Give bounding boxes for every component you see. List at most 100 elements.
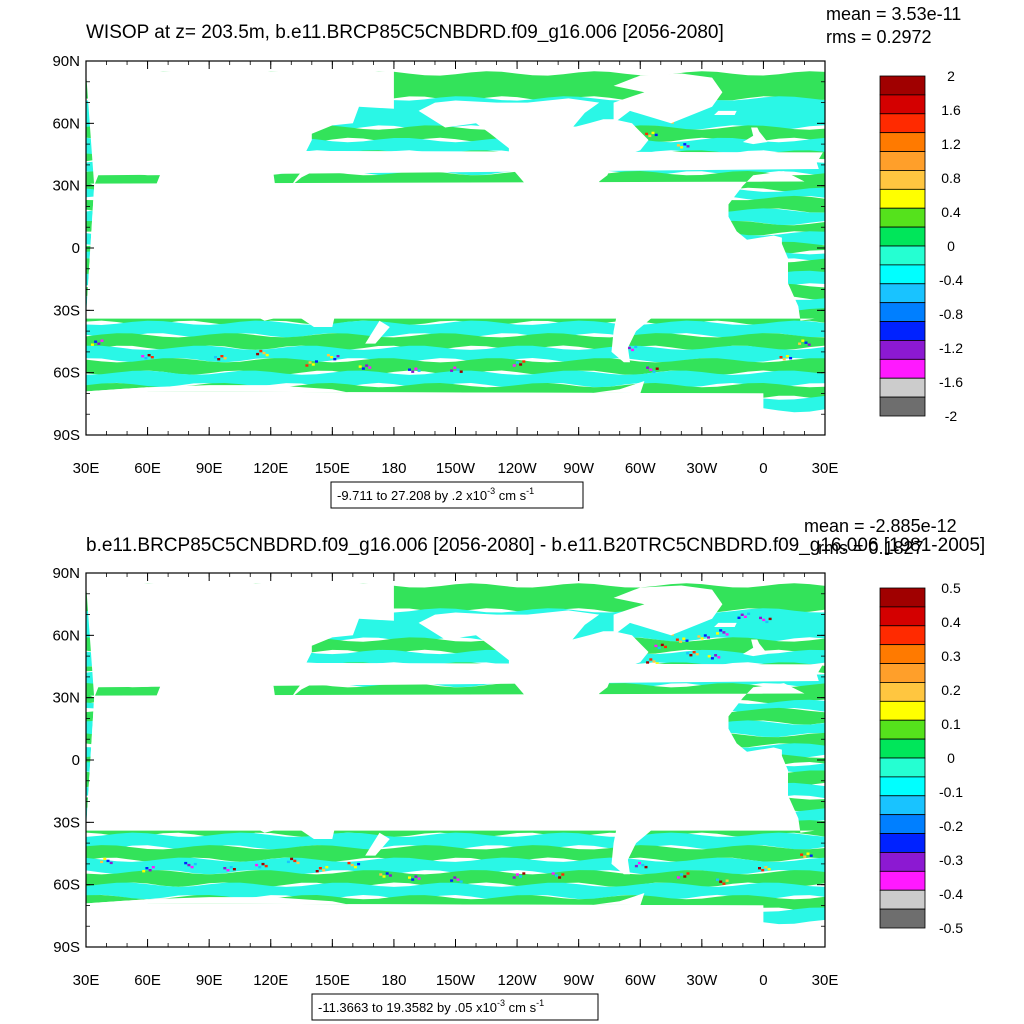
colorbar-swatch bbox=[879, 852, 926, 872]
land-polygon bbox=[365, 320, 390, 344]
land-polygon bbox=[260, 780, 339, 839]
anomaly-cell bbox=[322, 869, 326, 872]
anomaly-cell bbox=[807, 343, 811, 346]
anomaly-cell bbox=[456, 878, 460, 881]
lon-tick-label: 90E bbox=[196, 972, 223, 989]
lat-tick-label: 90N bbox=[52, 53, 80, 70]
anomaly-cell bbox=[522, 360, 526, 363]
colorbar-label: 1.2 bbox=[941, 136, 961, 152]
units-unit: cm s bbox=[505, 1000, 537, 1015]
anomaly-cell bbox=[459, 370, 463, 373]
colorbar-label: -2 bbox=[945, 408, 958, 424]
land-polygon bbox=[613, 73, 723, 124]
colorbar-swatch bbox=[879, 377, 926, 398]
anomaly-cell bbox=[686, 652, 690, 655]
anomaly-cell bbox=[664, 645, 667, 649]
anomaly-cell bbox=[649, 368, 653, 371]
land-polygon bbox=[86, 899, 148, 947]
anomaly-cell bbox=[512, 876, 516, 879]
anomaly-cell bbox=[700, 637, 704, 640]
land-polygon bbox=[248, 233, 269, 257]
ocean-band bbox=[86, 845, 825, 862]
anomaly-cell bbox=[675, 638, 679, 641]
land-polygon bbox=[260, 268, 339, 327]
colorbar-swatch bbox=[879, 587, 926, 608]
colorbar-label: 0.4 bbox=[941, 614, 961, 630]
anomaly-cell bbox=[293, 859, 297, 863]
land-polygon bbox=[613, 585, 723, 636]
units-unit: cm s bbox=[495, 488, 527, 503]
anomaly-cell bbox=[450, 369, 454, 372]
lat-tick-label: 30S bbox=[53, 302, 80, 319]
colorbar-swatch bbox=[879, 719, 926, 740]
anomaly-cell bbox=[768, 617, 772, 621]
colorbar-swatch bbox=[879, 833, 926, 853]
colorbar-swatch bbox=[879, 302, 926, 322]
lon-tick-label: 30E bbox=[73, 972, 100, 989]
anomaly-cell bbox=[109, 861, 113, 865]
units-exponent: -3 bbox=[487, 486, 495, 496]
anomaly-cell bbox=[453, 876, 457, 879]
anomaly-cell bbox=[515, 361, 519, 364]
anomaly-cell bbox=[765, 620, 769, 624]
lon-tick-label: 30E bbox=[812, 972, 839, 989]
colorbar-label: -0.8 bbox=[939, 306, 963, 322]
anomaly-cell bbox=[764, 866, 768, 869]
land-polygon bbox=[742, 639, 768, 657]
land-polygon bbox=[86, 71, 823, 246]
anomaly-cell bbox=[761, 869, 765, 872]
anomaly-cell bbox=[651, 131, 655, 135]
colorbar-swatch bbox=[879, 340, 926, 360]
map-panel-bottom: b.e11.BRCP85C5CNBDRD.f09_g16.006 [2056-2… bbox=[0, 512, 1024, 1024]
colorbar-label: 0 bbox=[947, 750, 955, 766]
anomaly-cell bbox=[800, 853, 804, 856]
lon-tick-label: 150W bbox=[436, 972, 476, 989]
anomaly-cell bbox=[382, 875, 386, 878]
colorbar-swatch bbox=[879, 644, 926, 664]
land-polygon bbox=[291, 156, 323, 186]
lon-tick-label: 120E bbox=[253, 972, 288, 989]
anomaly-cell bbox=[353, 865, 357, 869]
anomaly-cell bbox=[417, 877, 421, 880]
anomaly-cell bbox=[697, 635, 701, 638]
colorbar-label: 1.6 bbox=[941, 102, 961, 118]
lon-tick-label: 180 bbox=[381, 460, 406, 477]
anomaly-cell bbox=[411, 878, 415, 881]
lon-tick-label: 0 bbox=[759, 460, 767, 477]
anomaly-cell bbox=[660, 643, 664, 647]
land-polygon bbox=[418, 610, 649, 744]
colorbar-label: -0.3 bbox=[939, 852, 963, 868]
land-polygon bbox=[219, 237, 242, 261]
lon-tick-label: 150E bbox=[315, 460, 350, 477]
anomaly-cell bbox=[308, 361, 312, 364]
anomaly-cell bbox=[782, 358, 786, 361]
lon-tick-label: 60W bbox=[625, 972, 657, 989]
colorbar-label: -0.5 bbox=[939, 920, 963, 936]
ocean-band bbox=[86, 370, 825, 388]
ocean-band bbox=[86, 320, 825, 338]
anomaly-cell bbox=[414, 367, 418, 370]
land-polygon bbox=[597, 737, 692, 875]
anomaly-cell bbox=[459, 880, 463, 883]
anomaly-cell bbox=[515, 873, 519, 876]
colorbar-label: -1.6 bbox=[939, 374, 963, 390]
latitude-axis: 90N 60N 30N 0 30S 60S 90S bbox=[52, 565, 825, 956]
anomaly-cell bbox=[554, 874, 558, 877]
anomaly-cell bbox=[456, 368, 460, 371]
anomaly-cell bbox=[229, 866, 233, 869]
anomaly-cell bbox=[330, 356, 334, 359]
anomaly-cell bbox=[142, 870, 146, 873]
colorbar-label: 0.5 bbox=[941, 580, 961, 596]
lon-tick-label: 120E bbox=[253, 460, 288, 477]
anomaly-cell bbox=[806, 852, 810, 855]
lat-tick-label: 60S bbox=[53, 365, 80, 382]
anomaly-cell bbox=[561, 873, 565, 876]
anomaly-cell bbox=[286, 860, 290, 864]
anomaly-cell bbox=[779, 356, 783, 359]
units-range: -9.711 to 27.208 by .2 x10 bbox=[337, 488, 487, 503]
anomaly-cell bbox=[686, 145, 690, 148]
lon-tick-label: 120W bbox=[497, 460, 537, 477]
anomaly-cell bbox=[453, 366, 457, 369]
ocean-band bbox=[86, 857, 825, 875]
anomaly-cell bbox=[634, 864, 638, 868]
